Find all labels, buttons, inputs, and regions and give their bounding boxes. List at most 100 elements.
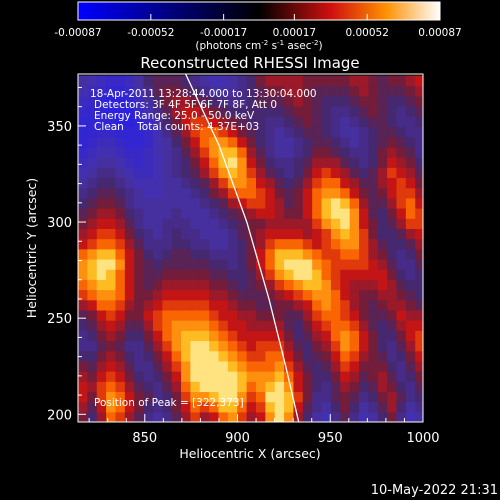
heatmap-cell xyxy=(368,350,379,362)
heatmap-cell xyxy=(209,238,220,250)
heatmap-cell xyxy=(190,340,201,352)
heatmap-cell xyxy=(134,177,145,189)
heatmap-cell xyxy=(171,126,182,138)
heatmap-cell xyxy=(359,401,369,413)
heatmap-cell xyxy=(181,371,192,382)
heatmap-cell xyxy=(415,208,423,219)
heatmap-cell xyxy=(190,75,201,87)
heatmap-cell xyxy=(237,381,248,393)
heatmap-cell xyxy=(415,157,423,168)
heatmap-cell xyxy=(78,157,88,168)
heatmap-cell xyxy=(190,85,201,97)
heatmap-cell xyxy=(312,228,323,240)
heatmap-cell xyxy=(246,85,257,97)
x-tick-label: 850 xyxy=(132,431,157,446)
heatmap-cell xyxy=(181,330,192,342)
heatmap-cell xyxy=(162,279,173,291)
heatmap-cell xyxy=(124,381,135,393)
heatmap-cell xyxy=(124,360,135,372)
heatmap-cell xyxy=(340,279,351,291)
heatmap-cell xyxy=(237,320,248,331)
heatmap-cell xyxy=(78,391,88,403)
heatmap-cell xyxy=(265,208,276,219)
heatmap-cell xyxy=(143,330,154,342)
heatmap-cell xyxy=(181,228,192,240)
heatmap-cell xyxy=(162,228,173,240)
heatmap-cell xyxy=(124,177,135,189)
heatmap-cell xyxy=(190,126,201,138)
heatmap-cell xyxy=(293,248,304,260)
heatmap-cell xyxy=(387,391,398,403)
heatmap-cell xyxy=(171,269,182,280)
heatmap-cell xyxy=(237,146,248,158)
heatmap-cell xyxy=(340,269,351,280)
heatmap-cell xyxy=(377,248,388,260)
heatmap-cell xyxy=(134,299,145,311)
annotation-block: 18-Apr-2011 13:28:44.000 to 13:30:04.000… xyxy=(90,88,317,133)
heatmap-cell xyxy=(349,75,360,87)
heatmap-cell xyxy=(78,381,88,393)
heatmap-cell xyxy=(134,218,145,229)
heatmap-cell xyxy=(106,381,117,393)
heatmap-cell xyxy=(387,330,398,342)
heatmap-cell xyxy=(246,187,257,199)
heatmap-cell xyxy=(171,146,182,158)
heatmap-cell xyxy=(209,136,220,148)
heatmap-cell xyxy=(115,248,126,260)
heatmap-cell xyxy=(124,411,135,422)
heatmap-cell xyxy=(199,401,210,413)
heatmap-cell xyxy=(143,320,154,331)
heatmap-cell xyxy=(293,371,304,382)
heatmap-cell xyxy=(246,136,257,148)
heatmap-cell xyxy=(218,299,229,311)
heatmap-cell xyxy=(312,75,323,87)
heatmap-cell xyxy=(255,116,266,128)
heatmap-cell xyxy=(87,309,98,321)
heatmap-cell xyxy=(377,320,388,331)
heatmap-cell xyxy=(349,95,360,107)
heatmap-cell xyxy=(171,238,182,250)
heatmap-cell xyxy=(143,350,154,362)
heatmap-cell xyxy=(396,75,407,87)
heatmap-cell xyxy=(405,258,416,270)
heatmap-cell xyxy=(78,136,88,148)
heatmap-cell xyxy=(349,330,360,342)
heatmap-cell xyxy=(199,218,210,229)
heatmap-cell xyxy=(265,136,276,148)
heatmap-cell xyxy=(143,95,154,107)
heatmap-cell xyxy=(152,381,163,393)
heatmap-cell xyxy=(340,299,351,311)
heatmap-cell xyxy=(340,157,351,168)
heatmap-cell xyxy=(246,177,257,189)
heatmap-cell xyxy=(415,340,423,352)
colorbar xyxy=(77,1,441,21)
heatmap-cell xyxy=(152,218,163,229)
heatmap-cell xyxy=(96,248,107,260)
heatmap-cell xyxy=(349,381,360,393)
heatmap-cell xyxy=(415,95,423,107)
heatmap-cell xyxy=(349,258,360,270)
heatmap-cell xyxy=(246,258,257,270)
heatmap-cell xyxy=(293,197,304,209)
heatmap-cell xyxy=(396,248,407,260)
heatmap-cell xyxy=(96,289,107,301)
heatmap-cell xyxy=(387,279,398,291)
heatmap-cell xyxy=(284,187,295,199)
heatmap-cell xyxy=(349,350,360,362)
heatmap-cell xyxy=(293,289,304,301)
heatmap-cell xyxy=(312,238,323,250)
heatmap-cell xyxy=(199,248,210,260)
heatmap-cell xyxy=(312,157,323,168)
heatmap-cell xyxy=(96,360,107,372)
heatmap-cell xyxy=(171,95,182,107)
heatmap-cell xyxy=(312,299,323,311)
heatmap-cell xyxy=(181,238,192,250)
annotation-detectors: Detectors: 3F 4F 5F 6F 7F 8F, Att 0 xyxy=(94,99,277,111)
heatmap-cell xyxy=(134,146,145,158)
y-tick-label: 250 xyxy=(47,312,72,327)
heatmap-cell xyxy=(405,309,416,321)
heatmap-cell xyxy=(87,177,98,189)
heatmap-cell xyxy=(387,248,398,260)
heatmap-cell xyxy=(274,126,285,138)
heatmap-cell xyxy=(199,258,210,270)
